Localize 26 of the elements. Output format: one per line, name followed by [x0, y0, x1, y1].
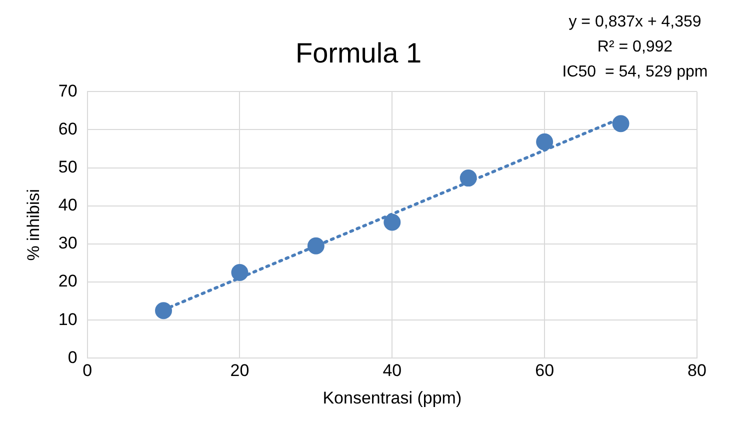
point [231, 264, 248, 282]
y-tick-label: 60 [58, 119, 78, 138]
x-tick-label: 0 [82, 361, 92, 380]
point [155, 302, 172, 320]
x-tick-label: 80 [688, 361, 706, 380]
text: R² = 0,992 [597, 38, 673, 56]
y-axis-title: % inhibisi [24, 188, 43, 261]
y-tick-label: 50 [58, 157, 78, 176]
y-tick-label: 70 [58, 81, 78, 100]
point [460, 170, 477, 187]
point [384, 214, 401, 231]
point [307, 237, 324, 254]
x-tick-label: 60 [535, 361, 554, 380]
text: IC50 = 54, 529 ppm [562, 63, 708, 80]
point [536, 133, 554, 150]
y-tick-label: 20 [58, 272, 78, 291]
point [612, 115, 630, 132]
text: y = 0,837x + 4,359 [568, 13, 702, 30]
x-tick-label: 20 [230, 361, 250, 380]
y-tick-label: 30 [58, 234, 78, 253]
y-tick-label: 0 [68, 348, 78, 367]
y-tick-label: 10 [58, 310, 78, 329]
y-tick-label: 40 [58, 196, 78, 215]
x-tick-label: 40 [382, 361, 402, 380]
chart-title: Formula 1 [295, 38, 422, 69]
x-axis-title: Konsentrasi (ppm) [322, 388, 462, 408]
